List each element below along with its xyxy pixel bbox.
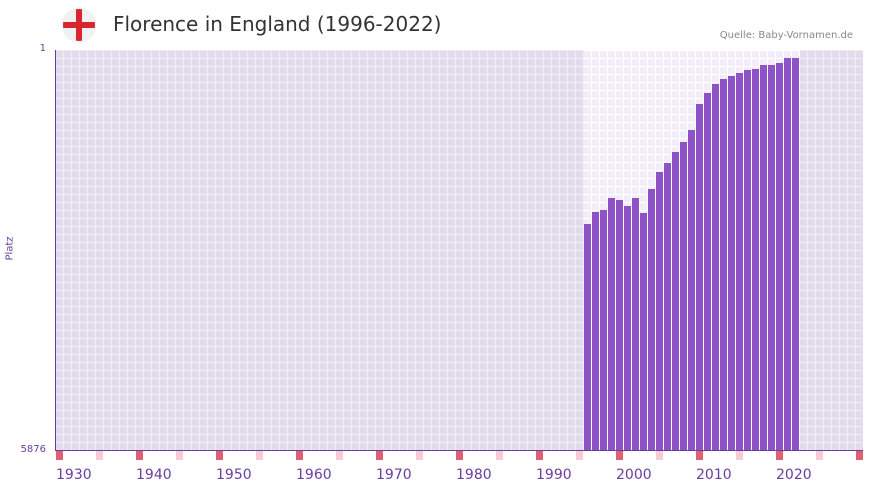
bar-2022[interactable]: [792, 58, 799, 450]
bar-2001[interactable]: [624, 206, 631, 450]
bar-2006[interactable]: [664, 162, 671, 450]
x-tick-label: 1980: [456, 467, 492, 483]
bar-2000[interactable]: [616, 200, 623, 450]
x-tick-label: 2010: [696, 467, 732, 483]
bar-2011[interactable]: [704, 92, 711, 450]
x-tick-label: 1940: [136, 467, 172, 483]
year-marker-2000: [616, 451, 623, 460]
bar-2009[interactable]: [688, 130, 695, 450]
year-marker-1940: [136, 451, 143, 460]
y-axis-label: Platz: [4, 236, 16, 261]
year-marker-2005: [656, 451, 663, 460]
y-tick-top: 1: [39, 43, 46, 54]
year-marker-1935: [96, 451, 103, 460]
year-marker-1930: [56, 451, 63, 460]
year-marker-2030: [856, 451, 863, 460]
england-flag-icon: [63, 9, 95, 41]
y-tick-bottom: 5876: [20, 444, 46, 455]
x-tick-label: 1930: [56, 467, 92, 483]
bar-2021[interactable]: [784, 58, 791, 450]
bar-2010[interactable]: [696, 104, 703, 450]
year-marker-1970: [376, 451, 383, 460]
bar-2015[interactable]: [736, 72, 743, 450]
year-marker-1985: [496, 451, 503, 460]
x-tick-label: 2020: [776, 467, 812, 483]
year-marker-2010: [696, 451, 703, 460]
bar-2016[interactable]: [744, 70, 751, 450]
bar-2008[interactable]: [680, 142, 687, 450]
bar-2019[interactable]: [768, 64, 775, 450]
bar-2003[interactable]: [640, 212, 647, 450]
x-tick-label: 1960: [296, 467, 332, 483]
y-axis-line: [55, 50, 56, 451]
year-marker-1945: [176, 451, 183, 460]
source-link[interactable]: Quelle: Baby-Vornamen.de: [719, 30, 853, 41]
x-tick-label: 1990: [536, 467, 572, 483]
year-marker-1980: [456, 451, 463, 460]
bar-1997[interactable]: [592, 212, 599, 450]
bar-2017[interactable]: [752, 68, 759, 450]
year-marker-1990: [536, 451, 543, 460]
chart-title: Florence in England (1996-2022): [113, 12, 442, 36]
x-tick-label: 1970: [376, 467, 412, 483]
year-marker-2015: [736, 451, 743, 460]
bar-2018[interactable]: [760, 64, 767, 450]
x-tick-label: 2000: [616, 467, 652, 483]
year-marker-1960: [296, 451, 303, 460]
year-marker-2020: [776, 451, 783, 460]
bar-2013[interactable]: [720, 78, 727, 450]
bar-2004[interactable]: [648, 188, 655, 450]
year-marker-1955: [256, 451, 263, 460]
x-tick-label: 1950: [216, 467, 252, 483]
bar-2005[interactable]: [656, 172, 663, 450]
year-marker-1995: [576, 451, 583, 460]
bar-1999[interactable]: [608, 198, 615, 450]
bar-1996[interactable]: [584, 224, 591, 450]
x-axis-line: [55, 450, 863, 451]
bar-1998[interactable]: [600, 210, 607, 450]
year-marker-1965: [336, 451, 343, 460]
bar-2014[interactable]: [728, 76, 735, 450]
year-marker-2025: [816, 451, 823, 460]
year-marker-1975: [416, 451, 423, 460]
year-marker-1950: [216, 451, 223, 460]
bar-2012[interactable]: [712, 84, 719, 450]
bar-2002[interactable]: [632, 198, 639, 450]
bar-2007[interactable]: [672, 152, 679, 450]
bar-2020[interactable]: [776, 62, 783, 450]
